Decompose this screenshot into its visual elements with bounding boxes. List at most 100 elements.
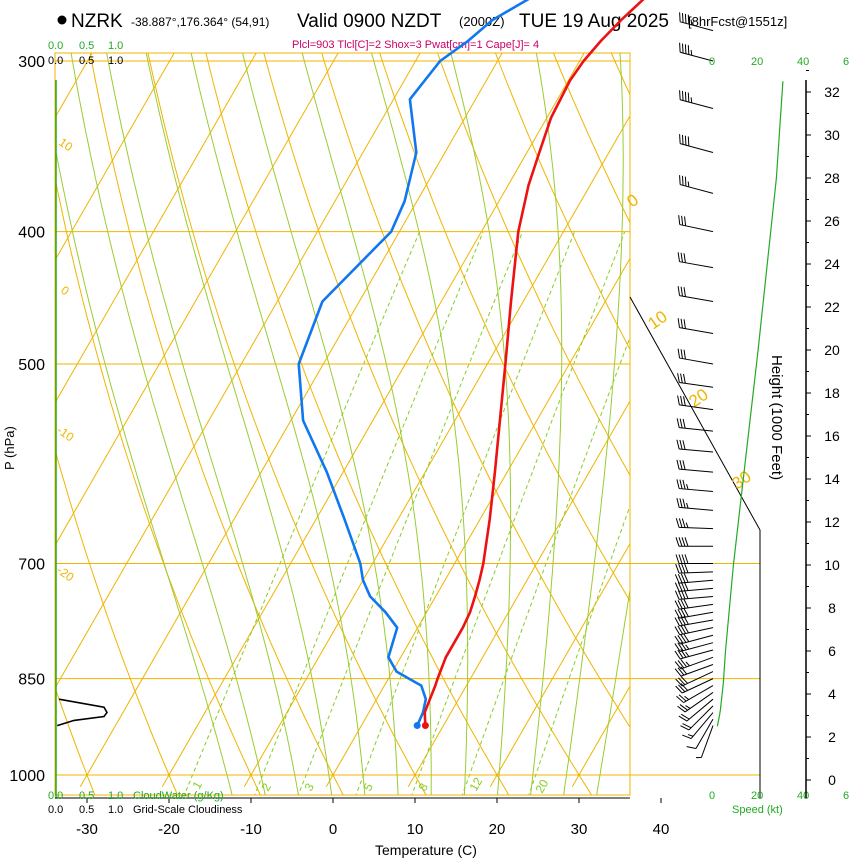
cloud-scale-bottom: 0.0 0.5 1.0 CloudWater (g/Kg) 0.0 0.5 1.… [48, 790, 243, 816]
speed-tick: 6 [843, 790, 849, 802]
dry-adiabat-line [321, 53, 630, 729]
cloudiness-title: Grid-Scale Cloudiness [133, 804, 243, 816]
temperature-tick-label: -10 [240, 821, 262, 838]
cloud-water-tick: 0.0 [48, 790, 63, 802]
height-tick-label: 28 [824, 170, 840, 186]
wind-barb [682, 712, 714, 740]
wind-barb [674, 599, 714, 610]
dry-adiabat-line [55, 176, 261, 795]
height-profile-line [716, 81, 784, 727]
wind-barb [679, 175, 714, 194]
isotherm-label: -20 [54, 563, 77, 585]
height-tick-label: 14 [824, 471, 840, 487]
wind-barb [674, 573, 714, 584]
height-tick-label: 0 [828, 772, 836, 788]
wind-barb [676, 418, 714, 432]
cloudiness-tick: 0.0 [48, 804, 63, 816]
height-tick-label: 22 [824, 299, 840, 315]
mixing-ratio-label: 2 [258, 780, 274, 793]
dry-adiabat-line [724, 0, 850, 804]
temperature-line [423, 0, 645, 726]
height-tick-label: 24 [824, 256, 840, 272]
mixing-ratio-label-group: 1 2 3 5 8 12 20 [189, 775, 551, 796]
cloud-water-tick: 1.0 [108, 790, 123, 802]
isotherm-line [55, 53, 93, 119]
wind-barb [679, 90, 714, 109]
pressure-tick-label: 700 [18, 556, 45, 573]
dry-adiabat-line [552, 53, 630, 224]
temperature-tick-label: 0 [329, 821, 337, 838]
wind-barb [677, 348, 714, 365]
wind-barb [674, 633, 714, 645]
speed-tick: 40 [797, 56, 809, 68]
isotherm-label: 0 [58, 283, 72, 298]
isotherm-line [243, 114, 630, 787]
wind-barb [676, 685, 714, 703]
wind-barb [674, 581, 714, 592]
moist-adiabat-line [450, 53, 512, 795]
cloud-water-tick: 0.5 [79, 40, 94, 52]
moist-adiabat-line [596, 586, 630, 795]
height-tick-label: 16 [824, 428, 840, 444]
wind-barb [676, 498, 714, 511]
wind-barb [679, 42, 714, 62]
dry-adiabat-line [833, 0, 850, 804]
moist-adiabat-line [145, 53, 333, 795]
isotherm-line [325, 257, 630, 787]
wind-barb [675, 537, 713, 547]
cloud-water-title: CloudWater (g/Kg) [133, 790, 224, 802]
wind-barb [674, 656, 714, 670]
mixing-ratio-label: 8 [415, 780, 431, 793]
wind-barb [686, 718, 714, 750]
wind-barb [674, 615, 714, 627]
wind-barb [677, 373, 714, 388]
isotherm-lines [55, 53, 630, 787]
wind-barb [677, 286, 714, 302]
dry-adiabat-line [379, 53, 630, 603]
surface-dewpoint-marker [413, 722, 421, 730]
speed-scale-bottom: 0 20 40 6 Speed (kt) [709, 790, 849, 816]
pressure-axis: 1000850700500400300250 [9, 54, 45, 785]
mixing-ratio-label: 20 [532, 777, 551, 796]
stability-indices: Plcl=903 Tlcl[C]=2 Shox=3 Pwat[cm]=1 Cap… [292, 39, 539, 51]
temperature-axis: -30 -20 -10 0 10 20 30 40 [76, 798, 669, 838]
plot-frame [54, 52, 631, 796]
isotherm-label: 10 [56, 135, 75, 154]
isotherm-label: -10 [54, 423, 77, 445]
speed-tick: 0 [709, 56, 715, 68]
dry-adiabat-line [779, 0, 850, 804]
height-tick-label: 32 [824, 84, 840, 100]
isotherm-line [79, 53, 503, 787]
height-tick-label: 4 [828, 686, 836, 702]
height-tick-label: 10 [824, 557, 840, 573]
temperature-tick-label: 30 [571, 821, 588, 838]
chart-header: NZRK -38.887°,176.364° (54,91) Valid 090… [57, 11, 787, 51]
wind-barb [695, 725, 714, 759]
wind-barb [677, 252, 714, 269]
wind-barb [674, 664, 714, 677]
height-axis-title: Height (1000 Feet) [768, 355, 785, 480]
height-tick-label: 8 [828, 600, 836, 616]
mixing-ratio-line [411, 231, 626, 795]
mixing-ratio-label: 3 [301, 780, 317, 793]
temperature-tick-label: -20 [158, 821, 180, 838]
height-tick-label: 20 [824, 342, 840, 358]
wind-barb [674, 624, 714, 636]
dry-adiabat-line [437, 53, 630, 477]
moist-adiabat-line [190, 53, 366, 795]
isotherm-line [407, 400, 630, 787]
valid-time: Valid 0900 NZDT [297, 11, 442, 32]
pressure-tick-label: 500 [18, 357, 45, 374]
dry-adiabat-line [494, 53, 630, 351]
mixing-ratio-lines [183, 231, 630, 795]
height-tick-label: 30 [824, 127, 840, 143]
wind-barb [676, 439, 714, 453]
speed-scale-top: 0 20 40 6 [709, 56, 849, 68]
temperature-tick-label: -30 [76, 821, 98, 838]
wind-barb [675, 518, 714, 530]
moist-adiabat-line [106, 53, 299, 795]
height-tick-label: 2 [828, 729, 836, 745]
cloudiness-tick: 0.5 [79, 55, 94, 67]
cloud-water-tick: 1.0 [108, 40, 123, 52]
wind-barb [674, 608, 714, 619]
